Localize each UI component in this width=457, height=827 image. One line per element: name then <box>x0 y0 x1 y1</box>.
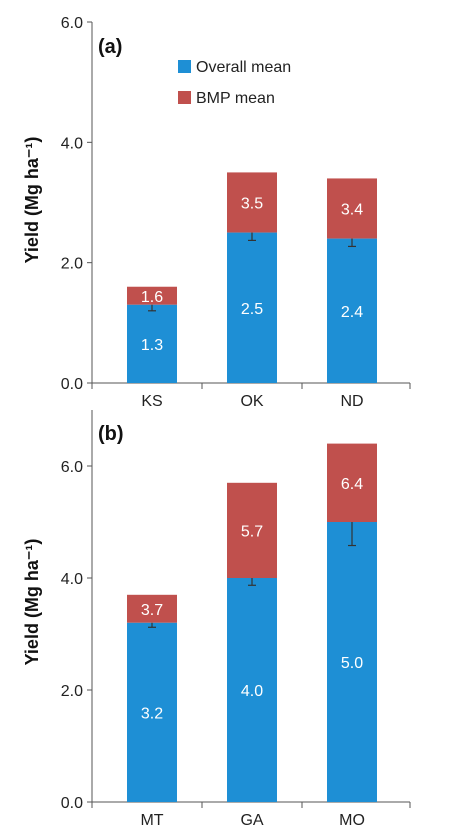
panel-a-plot: 0.0 2.0 4.0 6.0 1.3 1.6 KS 2.5 3.5 OK 2.4 3.4 ND <box>61 15 411 410</box>
data-label-bmp-mt: 3.7 <box>141 602 163 619</box>
y-tick-label: 2.0 <box>61 256 83 273</box>
x-tick-label-mt: MT <box>140 812 163 827</box>
data-label-overall-nd: 2.4 <box>341 304 363 321</box>
bar-overall-mo <box>327 522 377 802</box>
bar-overall-ga <box>227 578 277 802</box>
bar-bmp-ga <box>227 482 277 578</box>
data-label-overall-mt: 3.2 <box>141 705 163 722</box>
x-tick-label-nd: ND <box>340 393 363 410</box>
x-tick-label-ga: GA <box>240 812 263 827</box>
y-tick-label: 0.0 <box>61 376 83 393</box>
bar-bmp-mt <box>127 594 177 623</box>
panel-b: (b) Yield (Mg ha⁻¹) 0.0 2.0 4.0 6.0 3.2 3.7 MT… <box>22 410 411 827</box>
legend-swatch-overall <box>178 60 191 73</box>
data-label-overall-ks: 1.3 <box>141 337 163 354</box>
data-label-overall-mo: 5.0 <box>341 655 363 672</box>
bar-overall-ok <box>227 232 277 383</box>
data-label-bmp-ok: 3.5 <box>241 196 263 213</box>
data-label-bmp-ga: 5.7 <box>241 523 263 540</box>
data-label-bmp-nd: 3.4 <box>341 202 363 219</box>
y-tick-label: 6.0 <box>61 459 83 476</box>
y-tick-label: 6.0 <box>61 15 83 32</box>
legend: Overall mean BMP mean <box>178 59 291 107</box>
data-label-overall-ga: 4.0 <box>241 683 263 700</box>
data-label-bmp-ks: 1.6 <box>141 289 163 306</box>
x-tick-label-mo: MO <box>339 812 365 827</box>
y-tick-label: 4.0 <box>61 571 83 588</box>
legend-label-overall: Overall mean <box>196 59 291 76</box>
bar-overall-ks <box>127 304 177 383</box>
bar-bmp-ok <box>227 172 277 233</box>
y-tick-label: 4.0 <box>61 135 83 152</box>
bar-bmp-nd <box>327 178 377 239</box>
panel-a-y-axis-title: Yield (Mg ha⁻¹) <box>22 137 42 264</box>
data-label-bmp-mo: 6.4 <box>341 476 363 493</box>
panel-b-plot: 0.0 2.0 4.0 6.0 3.2 3.7 MT 4.0 5.7 GA 5.0 6.4 MO <box>61 410 411 827</box>
panel-b-y-axis-title: Yield (Mg ha⁻¹) <box>22 539 42 666</box>
bar-overall-mt <box>127 622 177 802</box>
bar-bmp-mo <box>327 443 377 522</box>
legend-label-bmp: BMP mean <box>196 90 275 107</box>
x-tick-label-ok: OK <box>240 393 263 410</box>
panel-b-label: (b) <box>98 423 124 445</box>
y-tick-label: 0.0 <box>61 795 83 812</box>
x-tick-label-ks: KS <box>141 393 162 410</box>
legend-swatch-bmp <box>178 91 191 104</box>
data-label-overall-ok: 2.5 <box>241 301 263 318</box>
panel-a: (a) Yield (Mg ha⁻¹) Overall mean BMP mea… <box>22 15 411 410</box>
bar-bmp-ks <box>127 286 177 305</box>
panel-a-label: (a) <box>98 36 122 58</box>
y-tick-label: 2.0 <box>61 683 83 700</box>
bar-overall-nd <box>327 238 377 383</box>
